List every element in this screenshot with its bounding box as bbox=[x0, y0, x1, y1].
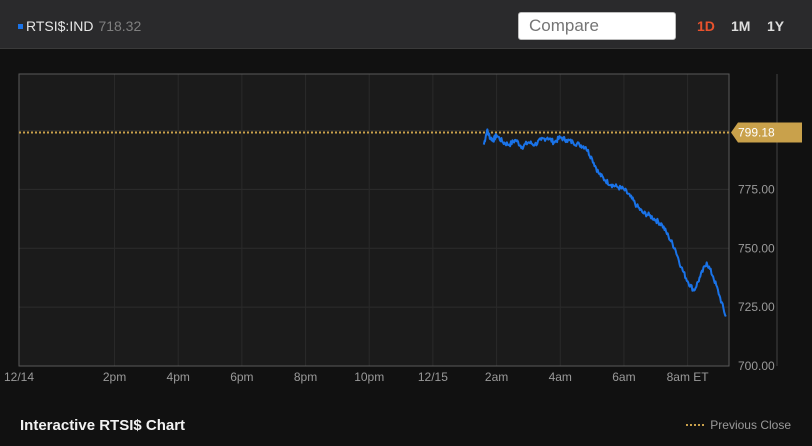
ticker-symbol: RTSI$:IND bbox=[26, 18, 94, 34]
previous-close-legend-label: Previous Close bbox=[710, 418, 791, 432]
previous-close-legend: Previous Close bbox=[686, 418, 791, 432]
range-1m-button[interactable]: 1M bbox=[731, 18, 751, 34]
x-tick-label: 10pm bbox=[354, 370, 384, 384]
x-tick-label: 8am ET bbox=[667, 370, 710, 384]
price-series-line bbox=[482, 128, 727, 317]
x-tick-label: 12/14 bbox=[4, 370, 34, 384]
series-color-swatch bbox=[18, 24, 23, 29]
y-tick-label: 700.00 bbox=[738, 359, 775, 373]
plot-frame bbox=[18, 73, 730, 367]
y-tick-label: 775.00 bbox=[738, 182, 775, 196]
previous-close-legend-line bbox=[686, 424, 705, 426]
x-tick-label: 4am bbox=[549, 370, 572, 384]
x-tick-label: 8pm bbox=[294, 370, 317, 384]
range-1y-button[interactable]: 1Y bbox=[767, 18, 785, 34]
ticker-info: RTSI$:IND 718.32 bbox=[18, 18, 141, 34]
chart-title: Interactive RTSI$ Chart bbox=[20, 417, 186, 434]
price-chart[interactable]: 700.00 725.00 750.00 775.00 12/14 2pm 4pm 6pm 8p… bbox=[0, 48, 812, 408]
previous-close-tag-label: 799.18 bbox=[738, 125, 775, 139]
range-1d-button[interactable]: 1D bbox=[697, 18, 715, 34]
x-tick-label: 4pm bbox=[167, 370, 190, 384]
x-tick-label: 6pm bbox=[230, 370, 253, 384]
x-tick-label: 6am bbox=[612, 370, 635, 384]
x-tick-label: 2am bbox=[485, 370, 508, 384]
plot-area bbox=[19, 74, 729, 366]
x-tick-label: 12/15 bbox=[418, 370, 448, 384]
compare-input[interactable] bbox=[518, 12, 676, 40]
y-tick-label: 725.00 bbox=[738, 300, 775, 314]
last-price: 718.32 bbox=[98, 18, 142, 34]
x-tick-label: 2pm bbox=[103, 370, 126, 384]
previous-close-tag bbox=[731, 122, 802, 143]
y-tick-label: 750.00 bbox=[738, 241, 775, 255]
